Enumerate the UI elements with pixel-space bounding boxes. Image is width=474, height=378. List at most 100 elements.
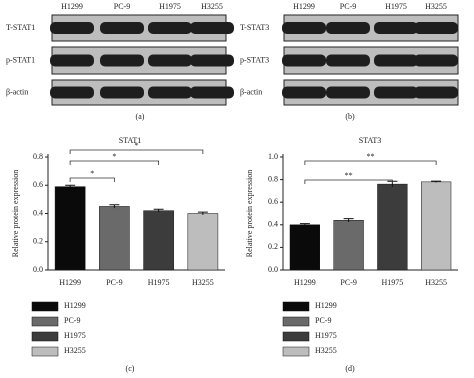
legend-label: H1299 xyxy=(64,301,86,310)
y-tick-label: 0.6 xyxy=(268,197,278,206)
lane-label: H3255 xyxy=(201,2,223,11)
significance-label: ** xyxy=(345,171,353,180)
significance-bracket xyxy=(304,160,437,165)
row-label: β-actin xyxy=(240,87,262,96)
x-tick-label: H3255 xyxy=(192,278,214,287)
significance-label: ** xyxy=(367,152,375,161)
panel-label: (c) xyxy=(126,364,135,373)
x-tick-label: H1299 xyxy=(294,278,316,287)
bar xyxy=(187,213,219,271)
x-tick-label: H1975 xyxy=(148,278,170,287)
y-tick-label: 1.0 xyxy=(268,152,278,161)
y-tick-label: 0.0 xyxy=(268,265,278,274)
blot-band xyxy=(282,22,326,34)
lane-label: H1299 xyxy=(293,2,315,11)
blot-band xyxy=(282,54,326,67)
x-tick-label: PC-9 xyxy=(106,278,122,287)
blot-band xyxy=(374,54,418,67)
legend-swatch xyxy=(31,316,59,327)
y-tick-label: 0.8 xyxy=(268,174,278,183)
panel-label: (d) xyxy=(345,364,355,373)
blot-band xyxy=(100,54,144,67)
significance-label: * xyxy=(90,169,94,178)
significance-bracket xyxy=(69,177,115,182)
bar xyxy=(54,186,86,271)
y-tick-label: 0.4 xyxy=(268,220,278,229)
legend-swatch xyxy=(282,331,310,342)
blot-band xyxy=(190,86,234,99)
blot-band xyxy=(50,86,94,99)
lane-label: PC-9 xyxy=(114,2,130,11)
x-tick-label: H3255 xyxy=(425,278,447,287)
legend-label: H3255 xyxy=(315,346,337,355)
y-axis-label: Relative protein expression xyxy=(11,170,20,258)
row-label: p-STAT1 xyxy=(6,55,35,64)
blot-band xyxy=(190,54,234,67)
blot-band xyxy=(326,86,370,99)
legend-swatch xyxy=(282,301,310,312)
legend-swatch xyxy=(31,331,59,342)
y-tick-label: 0.2 xyxy=(33,237,43,246)
blot-band xyxy=(50,22,94,34)
blot-band xyxy=(326,22,370,34)
blot-band xyxy=(148,22,192,34)
y-tick-label: 0.6 xyxy=(33,180,43,189)
lane-label: H3255 xyxy=(425,2,447,11)
row-label: T-STAT3 xyxy=(240,23,269,32)
error-bar xyxy=(197,211,208,215)
legend-label: H1975 xyxy=(64,331,86,340)
bar xyxy=(99,206,130,271)
legend-swatch xyxy=(282,346,310,357)
blot-band xyxy=(414,86,458,99)
y-tick-label: 0.4 xyxy=(33,208,43,217)
y-axis-label: Relative protein expression xyxy=(245,170,254,258)
lane-label: H1299 xyxy=(61,2,83,11)
legend-label: PC-9 xyxy=(64,316,80,325)
bar xyxy=(377,183,408,271)
significance-bracket xyxy=(69,149,204,154)
legend-label: H1299 xyxy=(315,301,337,310)
bar xyxy=(289,224,320,271)
error-bar xyxy=(65,184,76,189)
bar xyxy=(333,220,364,271)
error-bar xyxy=(109,204,120,209)
x-tick-label: H1975 xyxy=(381,278,403,287)
row-label: p-STAT3 xyxy=(240,55,269,64)
blot-band xyxy=(148,54,192,67)
error-bar xyxy=(343,218,354,222)
panel-label: (a) xyxy=(136,112,145,121)
significance-bracket xyxy=(304,179,393,184)
significance-label: * xyxy=(135,141,139,150)
blot-band xyxy=(282,86,326,99)
lane-label: PC-9 xyxy=(340,2,356,11)
lane-label: H1975 xyxy=(385,2,407,11)
row-label: T-STAT1 xyxy=(6,23,35,32)
y-tick-label: 0.2 xyxy=(268,242,278,251)
panel-label: (b) xyxy=(345,112,355,121)
blot-band xyxy=(190,22,234,34)
blot-band xyxy=(100,86,144,99)
legend-swatch xyxy=(282,316,310,327)
chart-title: STAT3 xyxy=(359,136,381,145)
legend-swatch xyxy=(31,346,59,357)
bar xyxy=(421,181,452,271)
blot-band xyxy=(414,54,458,67)
row-label: β-actin xyxy=(6,87,28,96)
blot-band xyxy=(414,22,458,34)
blot-band xyxy=(374,22,418,34)
error-bar xyxy=(153,208,164,213)
legend-label: H1975 xyxy=(315,331,337,340)
blot-band xyxy=(374,86,418,99)
significance-label: * xyxy=(112,152,116,161)
x-tick-label: H1299 xyxy=(59,278,81,287)
blot-band xyxy=(50,54,94,67)
blot-band xyxy=(326,54,370,67)
bar xyxy=(143,210,174,271)
error-bar xyxy=(299,223,310,226)
y-tick-label: 0.0 xyxy=(33,265,43,274)
error-bar xyxy=(431,180,442,183)
blot-band xyxy=(148,86,192,99)
significance-bracket xyxy=(69,160,160,165)
